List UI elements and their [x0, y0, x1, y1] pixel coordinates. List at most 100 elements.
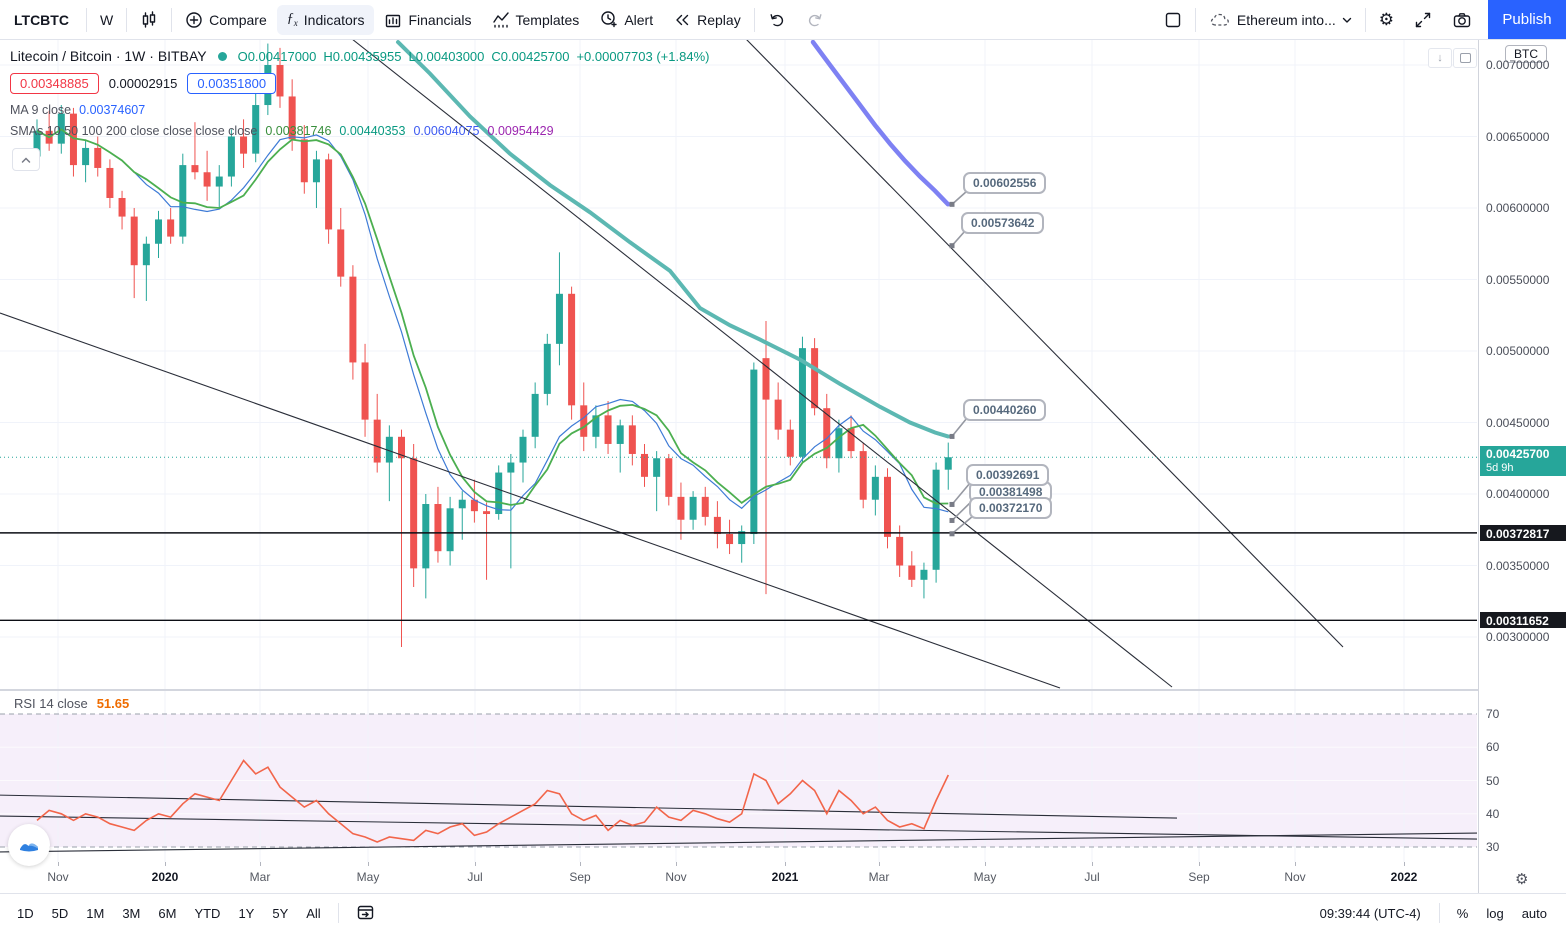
- sma200-value: 0.00954429: [487, 124, 554, 138]
- range-ytd-button[interactable]: YTD: [194, 905, 221, 921]
- candles-series[interactable]: [33, 43, 952, 648]
- legend-low: L0.00403000: [408, 48, 485, 64]
- ma9-line: [36, 128, 949, 513]
- go-to-date-button[interactable]: [347, 899, 384, 928]
- separator: [337, 903, 339, 923]
- high-price-tag[interactable]: 0.00351800: [187, 73, 277, 94]
- time-tick: [1092, 862, 1093, 866]
- symbol-legend-row[interactable]: Litecoin / Bitcoin · 1W · BITBAY O0.0041…: [10, 47, 709, 65]
- time-axis-label[interactable]: 2022: [1390, 870, 1418, 884]
- rsi-pane-canvas[interactable]: [0, 690, 1478, 862]
- time-axis-label[interactable]: Nov: [665, 870, 687, 884]
- current-price-tag[interactable]: 0.00425700 5d 9h: [1480, 446, 1566, 477]
- legend-change: +0.00007703 (+1.84%): [576, 48, 710, 64]
- pane-separator[interactable]: [0, 689, 1566, 691]
- redo-button[interactable]: [796, 5, 834, 35]
- undo-button[interactable]: [758, 5, 796, 35]
- replay-button[interactable]: Replay: [663, 5, 751, 35]
- price-callout[interactable]: 0.00440260: [963, 399, 1047, 421]
- ma9-label: MA 9 close: [10, 103, 72, 117]
- price-axis[interactable]: BTC ⚙ 0.00700000 0.00650000 0.00600000 0.00…: [1478, 39, 1566, 893]
- separator: [753, 7, 755, 32]
- legend-collapse-button[interactable]: [12, 148, 40, 171]
- layout-grid-button[interactable]: [1154, 5, 1192, 35]
- alert-button[interactable]: Alert: [589, 5, 663, 35]
- time-axis-label[interactable]: Nov: [1284, 870, 1306, 884]
- move-pane-down-button[interactable]: ↓: [1428, 48, 1452, 68]
- trendline: [351, 39, 1173, 688]
- time-tick: [676, 862, 677, 866]
- range-all-button[interactable]: All: [306, 905, 321, 921]
- maximize-pane-button[interactable]: [1453, 48, 1477, 68]
- log-scale-button[interactable]: log: [1486, 905, 1504, 921]
- symbol-button[interactable]: LTCBTC: [14, 11, 69, 28]
- currency-badge[interactable]: BTC: [1505, 45, 1547, 63]
- interval-button[interactable]: W: [99, 11, 114, 28]
- range-5y-button[interactable]: 5Y: [272, 905, 289, 921]
- alert-clock-icon: [599, 10, 618, 29]
- low-price-tag[interactable]: 0.00348885: [10, 73, 99, 94]
- price-callout[interactable]: 0.00392691: [966, 464, 1050, 486]
- rsi-trendline: [0, 815, 1478, 840]
- range-1m-button[interactable]: 1M: [86, 905, 105, 921]
- time-axis-label[interactable]: Nov: [47, 870, 69, 884]
- redo-icon: [806, 11, 824, 29]
- time-axis-label[interactable]: Jul: [1084, 870, 1100, 884]
- range-6m-button[interactable]: 6M: [158, 905, 177, 921]
- sma50-line: [396, 40, 950, 439]
- price-level-tag[interactable]: 0.00311652: [1480, 612, 1566, 629]
- time-axis-label[interactable]: Jul: [467, 870, 483, 884]
- fullscreen-button[interactable]: [1404, 5, 1442, 35]
- market-status-dot[interactable]: [217, 51, 227, 61]
- ma9-legend-row[interactable]: MA 9 close 0.00374607: [10, 103, 709, 117]
- range-1d-button[interactable]: 1D: [17, 905, 34, 921]
- snapshot-button[interactable]: [1442, 5, 1482, 35]
- compare-button[interactable]: Compare: [175, 5, 277, 35]
- financials-button[interactable]: Financials: [374, 5, 481, 35]
- settings-button[interactable]: ⚙: [1369, 5, 1404, 35]
- time-axis-label[interactable]: May: [973, 870, 997, 884]
- price-pane-canvas[interactable]: [0, 39, 1478, 690]
- time-tick: [1295, 862, 1296, 866]
- sma10-line: [36, 128, 949, 506]
- chart-style-button[interactable]: [130, 5, 168, 35]
- chevron-down-icon: [1342, 16, 1352, 24]
- range-3m-button[interactable]: 3M: [122, 905, 141, 921]
- smas-legend-row[interactable]: SMAs 10 50 100 200 close close close clo…: [10, 124, 709, 138]
- time-axis-label[interactable]: 2020: [151, 870, 179, 884]
- price-axis-label: 0.00600000: [1486, 201, 1550, 215]
- toolbar-right-group: Ethereum into... ⚙: [1154, 0, 1482, 39]
- price-callout[interactable]: 0.00372170: [969, 497, 1053, 519]
- time-axis[interactable]: Nov 2020 Mar May Jul Sep Nov 2021 Mar May Jul Sep No…: [0, 862, 1478, 893]
- time-tick: [985, 862, 986, 866]
- rsi-label: RSI 14 close: [14, 696, 88, 711]
- price-axis-label: 0.00700000: [1486, 58, 1550, 72]
- range-1y-button[interactable]: 1Y: [238, 905, 255, 921]
- rsi-legend-row[interactable]: RSI 14 close 51.65: [14, 696, 129, 711]
- indicators-button[interactable]: ƒx Indicators: [276, 4, 375, 35]
- percent-scale-button[interactable]: %: [1456, 905, 1469, 921]
- range-5d-button[interactable]: 5D: [51, 905, 69, 921]
- price-callout[interactable]: 0.00602556: [963, 172, 1047, 194]
- countdown-timer: 5d 9h: [1486, 462, 1514, 475]
- publish-button[interactable]: Publish: [1488, 0, 1566, 39]
- fullscreen-icon: [1414, 11, 1432, 29]
- exchange-logo[interactable]: [8, 824, 50, 866]
- rsi-axis-label: 30: [1486, 840, 1500, 854]
- time-axis-label[interactable]: May: [356, 870, 380, 884]
- legend-title: Litecoin / Bitcoin · 1W · BITBAY: [10, 48, 207, 64]
- price-callout[interactable]: 0.00573642: [961, 212, 1045, 234]
- time-axis-label[interactable]: Sep: [569, 870, 591, 884]
- rsi-settings-gear-icon[interactable]: ⚙: [1515, 871, 1529, 888]
- time-axis-label[interactable]: Sep: [1188, 870, 1210, 884]
- layout-name-dropdown[interactable]: Ethereum into...: [1199, 5, 1362, 35]
- time-axis-label[interactable]: 2021: [771, 870, 799, 884]
- time-axis-label[interactable]: Mar: [249, 870, 271, 884]
- auto-scale-button[interactable]: auto: [1521, 905, 1547, 921]
- time-axis-label[interactable]: Mar: [868, 870, 890, 884]
- templates-button[interactable]: Templates: [482, 5, 590, 35]
- price-level-tag[interactable]: 0.00372817: [1480, 524, 1566, 541]
- sma100-line: [810, 39, 951, 207]
- price-range-row: 0.00348885 0.00002915 0.00351800: [10, 73, 709, 94]
- clock-display[interactable]: 09:39:44 (UTC-4): [1319, 905, 1421, 921]
